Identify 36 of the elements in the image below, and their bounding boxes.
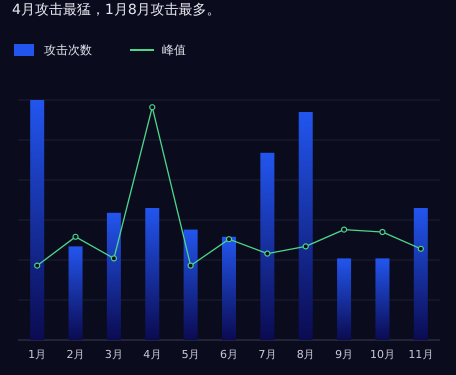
x-tick-label: 8月 (296, 348, 315, 361)
point (72, 234, 79, 240)
bar (260, 152, 274, 340)
point (110, 255, 118, 262)
x-tick-label: 7月 (258, 348, 276, 361)
x-tick-label: 9月 (335, 348, 354, 361)
point (418, 246, 424, 252)
bar (298, 112, 313, 340)
bar (414, 208, 428, 340)
legend-label: 峰值 (162, 43, 186, 57)
point (188, 262, 194, 269)
x-tick-label: 4月 (143, 348, 162, 361)
x-tick-label: 10月 (370, 348, 395, 361)
point (226, 236, 232, 242)
point (340, 226, 348, 233)
x-tick-label: 2月 (66, 348, 85, 361)
x-tick-label: 11月 (408, 348, 434, 361)
point (379, 228, 386, 236)
bar (222, 236, 236, 340)
legend-label: 攻击次数 (44, 43, 92, 57)
point (264, 250, 270, 257)
bar (68, 246, 83, 340)
point (34, 262, 40, 269)
bar (30, 100, 44, 340)
bar (337, 258, 352, 340)
x-tick-label: 5月 (182, 348, 200, 361)
point (149, 104, 156, 110)
bar (184, 230, 198, 340)
x-tick-label: 3月 (104, 348, 123, 361)
chart-title: 4月攻击最猛，1月8月攻击最多。 (12, 2, 221, 18)
x-tick-label: 6月 (220, 348, 238, 361)
bar (145, 208, 160, 340)
x-tick-label: 1月 (28, 348, 46, 361)
bar (106, 212, 121, 340)
point (302, 243, 309, 250)
bar (375, 258, 390, 340)
